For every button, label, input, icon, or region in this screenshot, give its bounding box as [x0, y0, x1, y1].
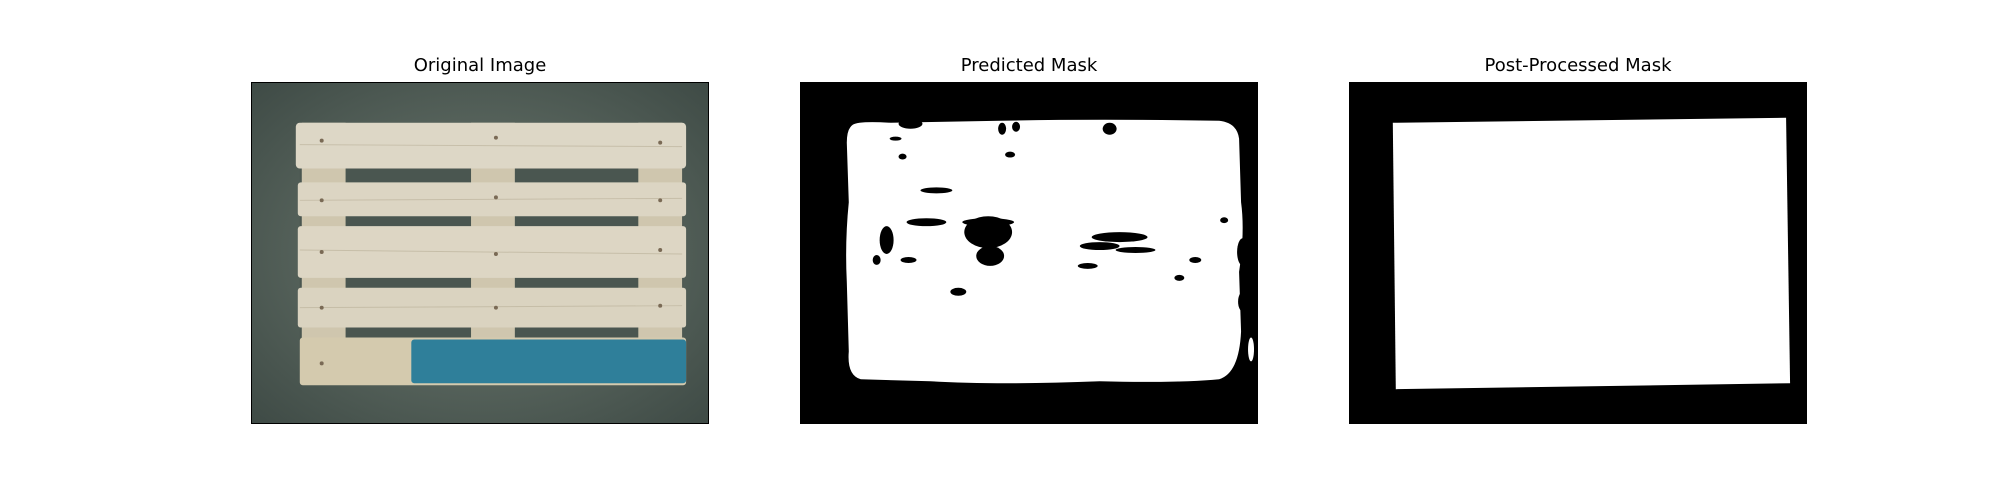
- predicted-mask: [800, 82, 1258, 424]
- blue-paint: [411, 339, 687, 384]
- mask-foreground-region: [846, 119, 1243, 384]
- predicted-mask-title: Predicted Mask: [960, 55, 1098, 76]
- mask-speck-right: [1248, 337, 1255, 362]
- original-image-title: Original Image: [413, 55, 547, 76]
- post-processed-mask: [1349, 82, 1807, 424]
- pallet-photo: [252, 83, 708, 423]
- post-processed-mask-panel: Post-Processed Mask: [1349, 0, 1807, 500]
- post-processed-mask-image: [1350, 83, 1806, 423]
- predicted-mask-image: [801, 83, 1257, 423]
- predicted-mask-panel: Predicted Mask: [800, 0, 1258, 500]
- original-image: [251, 82, 709, 424]
- mask-quadrilateral: [1392, 117, 1791, 390]
- post-processed-mask-title: Post-Processed Mask: [1484, 55, 1672, 76]
- original-image-panel: Original Image: [251, 0, 709, 500]
- pallet-board-4: [297, 287, 687, 328]
